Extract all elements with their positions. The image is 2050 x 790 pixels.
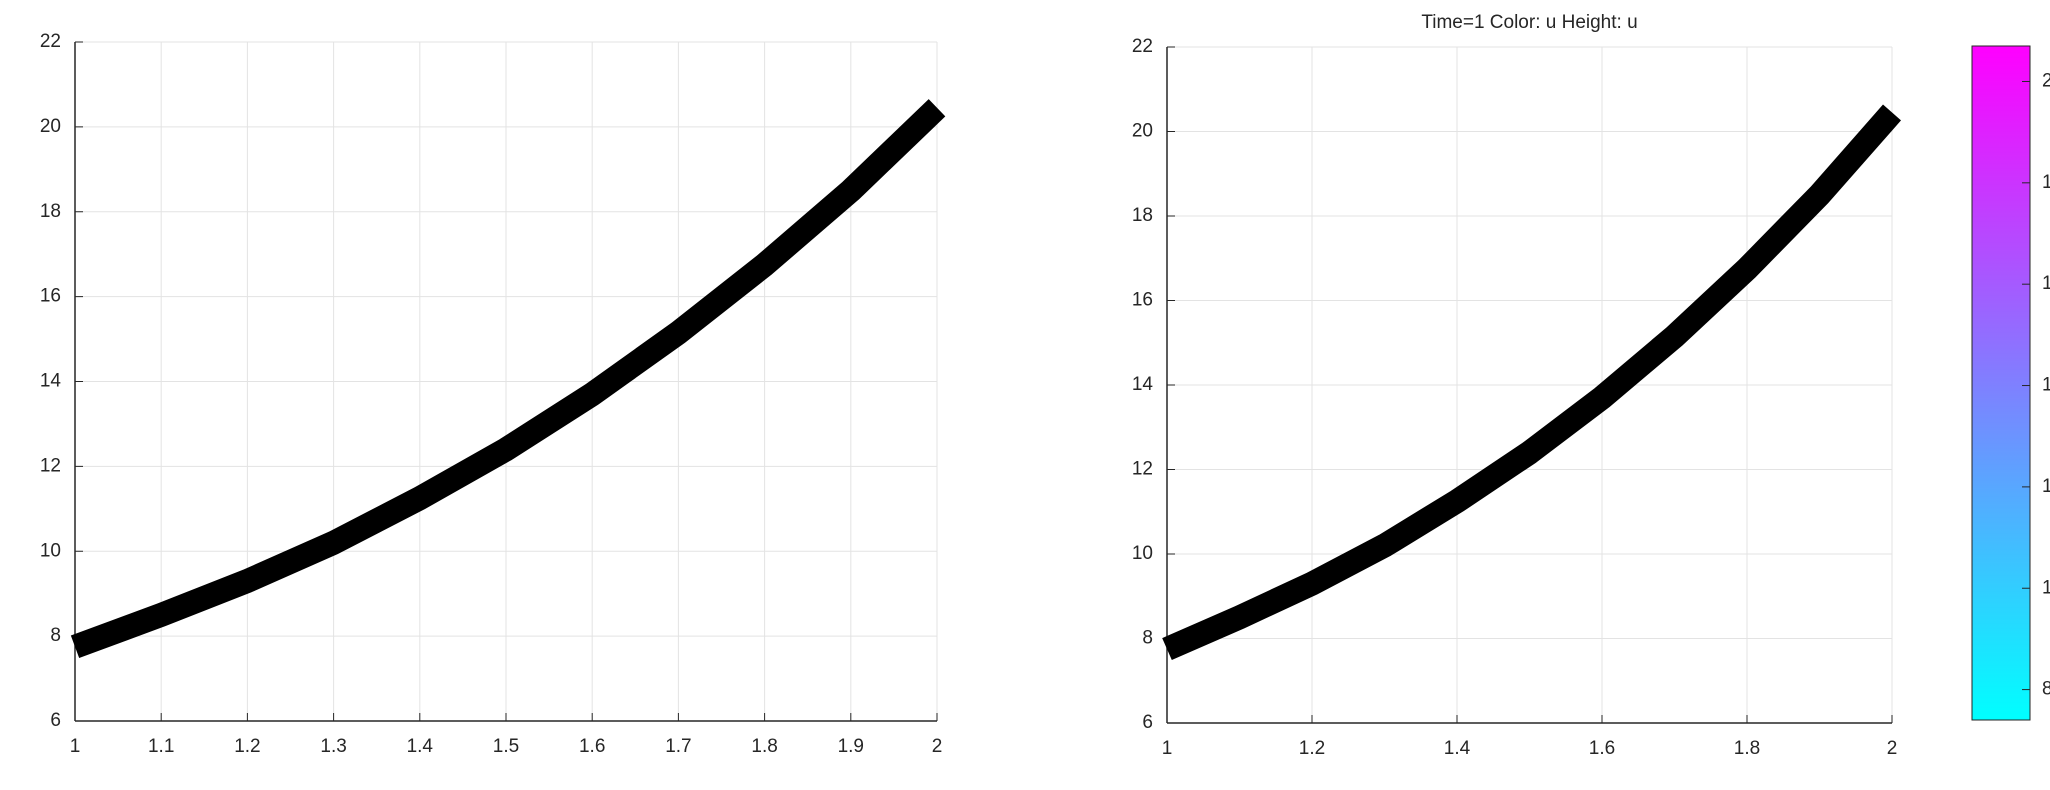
- colorbar-tick-label: 18: [2042, 172, 2050, 193]
- x-tick-label: 1.1: [148, 736, 174, 757]
- colorbar-tick-label: 16: [2042, 273, 2050, 294]
- colorbar-tick-label: 10: [2042, 577, 2050, 598]
- data-line: [70, 99, 946, 658]
- x-tick-label: 2: [932, 736, 943, 757]
- colorbar-tick-label: 8: [2042, 679, 2050, 700]
- x-tick-label: 1.7: [665, 736, 691, 757]
- x-tick-label: 1.2: [1299, 738, 1325, 759]
- y-tick-label: 8: [50, 625, 61, 646]
- x-tick-label: 1.9: [838, 736, 864, 757]
- y-tick-label: 16: [40, 286, 61, 307]
- x-tick-label: 1.6: [1589, 738, 1615, 759]
- y-tick-label: 8: [1142, 628, 1153, 649]
- x-tick-label: 1: [1162, 738, 1173, 759]
- colorbar: [1971, 45, 2031, 721]
- x-tick-label: 1.8: [1734, 738, 1760, 759]
- colorbar-tick-label: 20: [2042, 70, 2050, 91]
- x-tick-label: 1.6: [579, 736, 605, 757]
- y-tick-label: 18: [40, 201, 61, 222]
- y-tick-label: 12: [40, 455, 61, 476]
- y-tick-label: 6: [1142, 712, 1153, 733]
- y-tick-label: 12: [1132, 459, 1153, 480]
- x-tick-label: 1.8: [751, 736, 777, 757]
- x-tick-label: 1.4: [1444, 738, 1471, 759]
- y-tick-label: 22: [40, 31, 61, 52]
- y-tick-label: 18: [1132, 205, 1153, 226]
- chart-title: Time=1 Color: u Height: u: [1421, 12, 1637, 33]
- x-tick-label: 1.4: [407, 736, 434, 757]
- x-tick-label: 1.3: [320, 736, 346, 757]
- x-tick-label: 1.5: [493, 736, 519, 757]
- x-tick-label: 1.2: [234, 736, 260, 757]
- y-tick-label: 10: [1132, 543, 1153, 564]
- x-tick-label: 2: [1887, 738, 1898, 759]
- y-tick-label: 20: [40, 116, 61, 137]
- y-tick-label: 22: [1132, 36, 1153, 57]
- y-tick-label: 14: [1132, 374, 1154, 395]
- colorbar-tick-label: 12: [2042, 476, 2050, 497]
- colorbar-tick-label: 14: [2042, 375, 2050, 396]
- y-tick-label: 14: [40, 371, 62, 392]
- x-tick-label: 1: [70, 736, 81, 757]
- y-tick-label: 10: [40, 540, 61, 561]
- y-tick-label: 16: [1132, 290, 1153, 311]
- y-tick-label: 20: [1132, 121, 1153, 142]
- y-tick-label: 6: [50, 710, 61, 731]
- data-line: [1162, 104, 1902, 661]
